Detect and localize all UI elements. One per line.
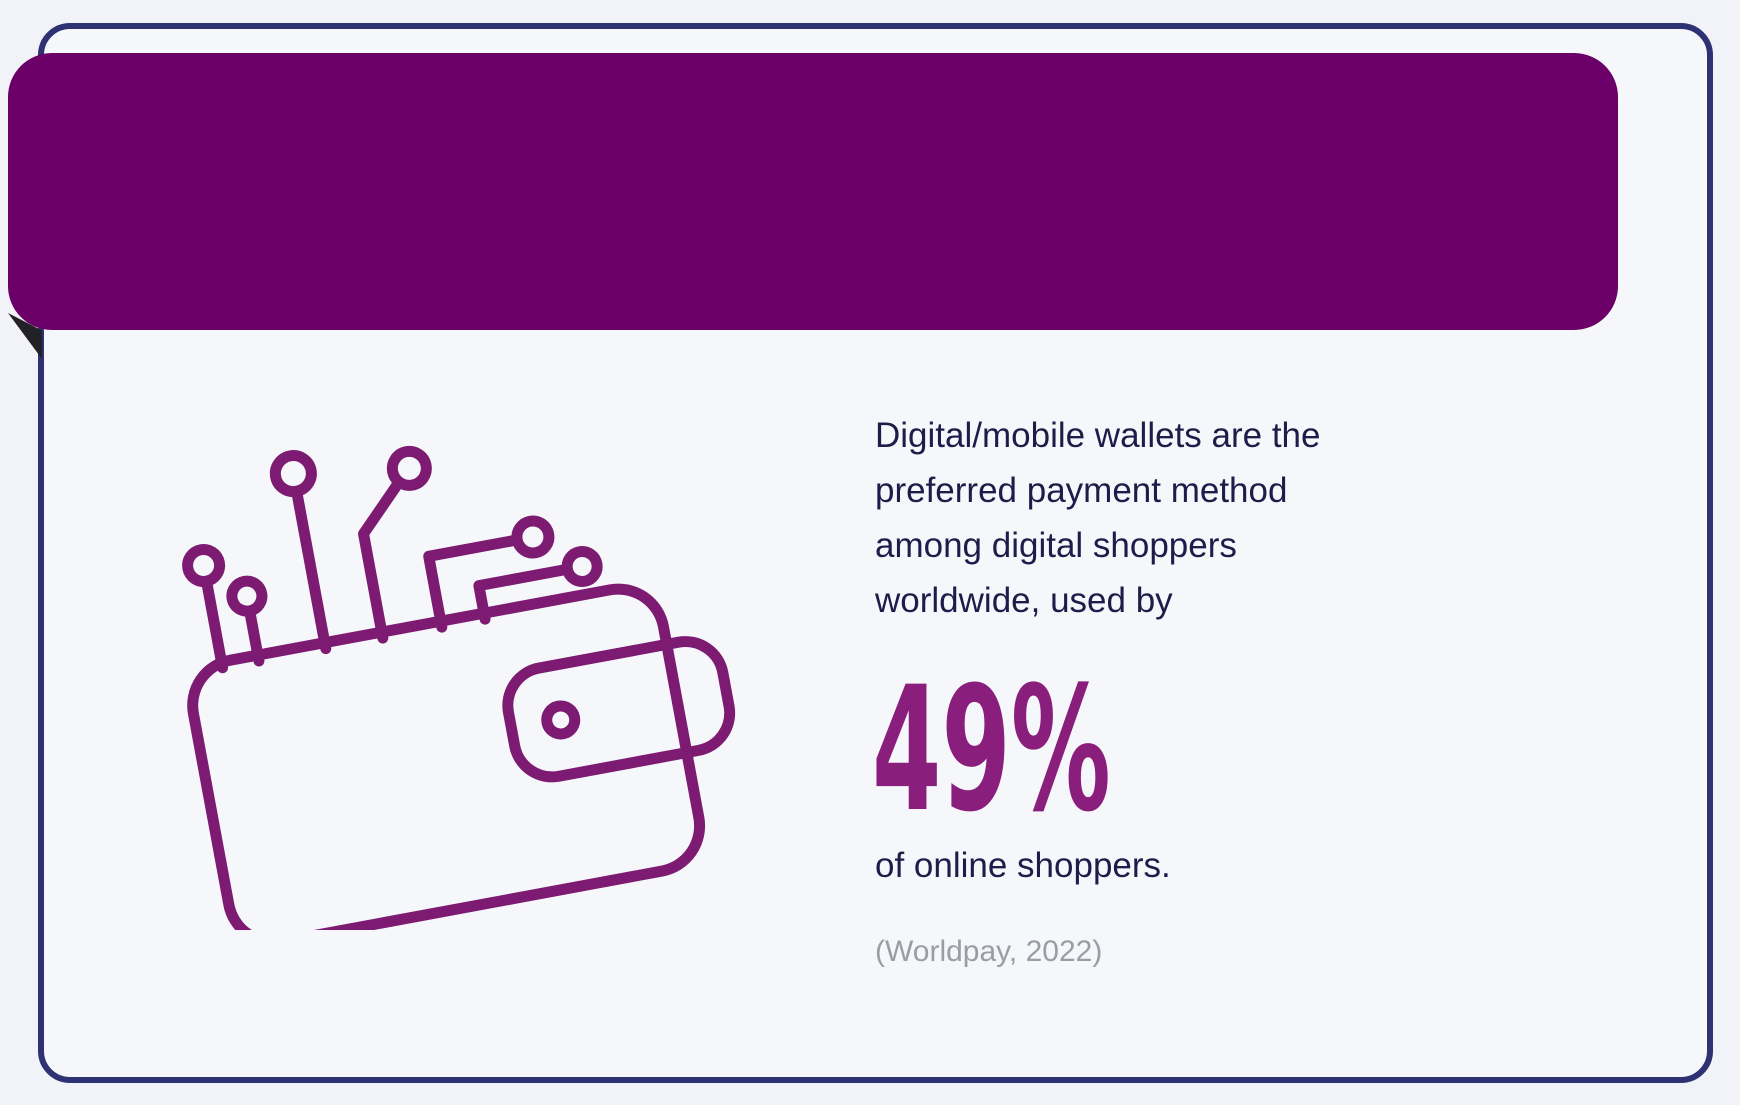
circuit-trace: [423, 534, 521, 633]
source-citation: (Worldpay, 2022): [875, 935, 1103, 968]
wallet-flap: [502, 636, 736, 783]
description-line: among digital shoppers: [875, 526, 1237, 565]
description-line: preferred payment method: [875, 471, 1288, 510]
digital-wallet-circuit-icon: [150, 350, 770, 948]
wallet-flap-button: [541, 700, 581, 740]
circuit-node: [269, 450, 317, 498]
circuit-trace: [358, 477, 405, 644]
circuit-trace: [201, 577, 229, 674]
circuit-node: [226, 575, 268, 617]
stat-caption: of online shoppers.: [875, 846, 1171, 885]
circuit-node: [386, 445, 432, 491]
description-text: Digital/mobile wallets are the preferred…: [875, 408, 1320, 628]
wallet-body: [187, 583, 706, 948]
description-line: worldwide, used by: [875, 581, 1173, 620]
circuit-trace: [291, 485, 332, 655]
circuit-node: [561, 546, 603, 588]
circuit-node: [511, 515, 555, 559]
description-line: Digital/mobile wallets are the: [875, 416, 1321, 455]
stat-value: 49%: [872, 649, 1111, 850]
header-banner: [8, 53, 1618, 330]
circuit-node: [182, 543, 226, 587]
